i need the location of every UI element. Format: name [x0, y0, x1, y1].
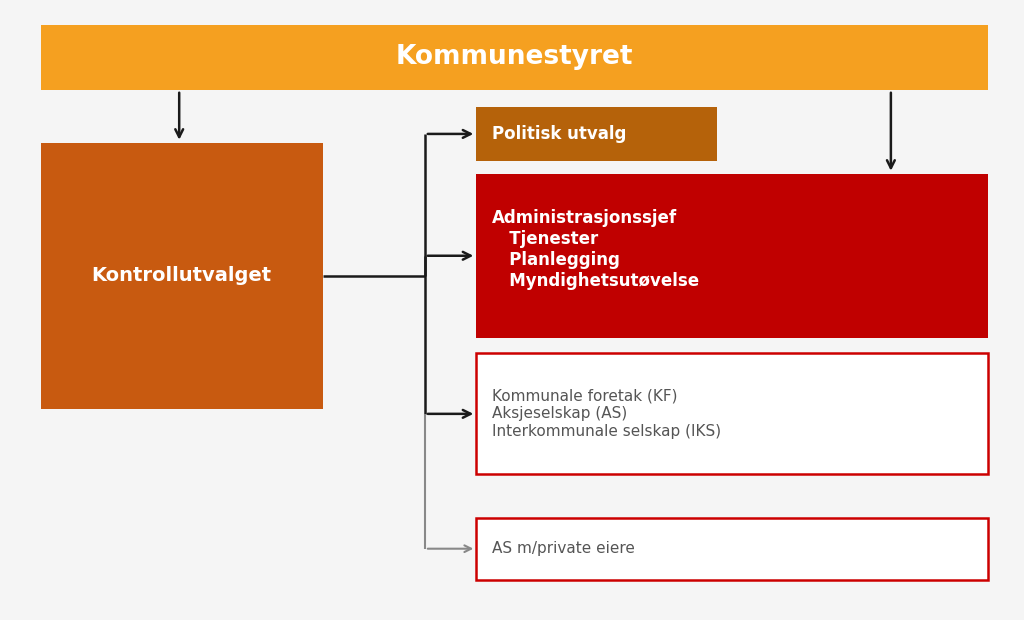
- FancyBboxPatch shape: [41, 25, 988, 90]
- Text: Administrasjonssjef
   Tjenester
   Planlegging
   Myndighetsutøvelse: Administrasjonssjef Tjenester Planleggin…: [492, 210, 698, 290]
- FancyBboxPatch shape: [476, 107, 717, 161]
- Text: Kontrollutvalget: Kontrollutvalget: [92, 267, 271, 285]
- Text: Kommunale foretak (KF)
Aksjeselskap (AS)
Interkommunale selskap (IKS): Kommunale foretak (KF) Aksjeselskap (AS)…: [492, 389, 721, 439]
- FancyBboxPatch shape: [41, 143, 323, 409]
- FancyBboxPatch shape: [476, 353, 988, 474]
- Text: AS m/private eiere: AS m/private eiere: [492, 541, 635, 556]
- Text: Politisk utvalg: Politisk utvalg: [492, 125, 626, 143]
- FancyBboxPatch shape: [476, 518, 988, 580]
- FancyBboxPatch shape: [476, 174, 988, 338]
- Text: Kommunestyret: Kommunestyret: [396, 45, 633, 70]
